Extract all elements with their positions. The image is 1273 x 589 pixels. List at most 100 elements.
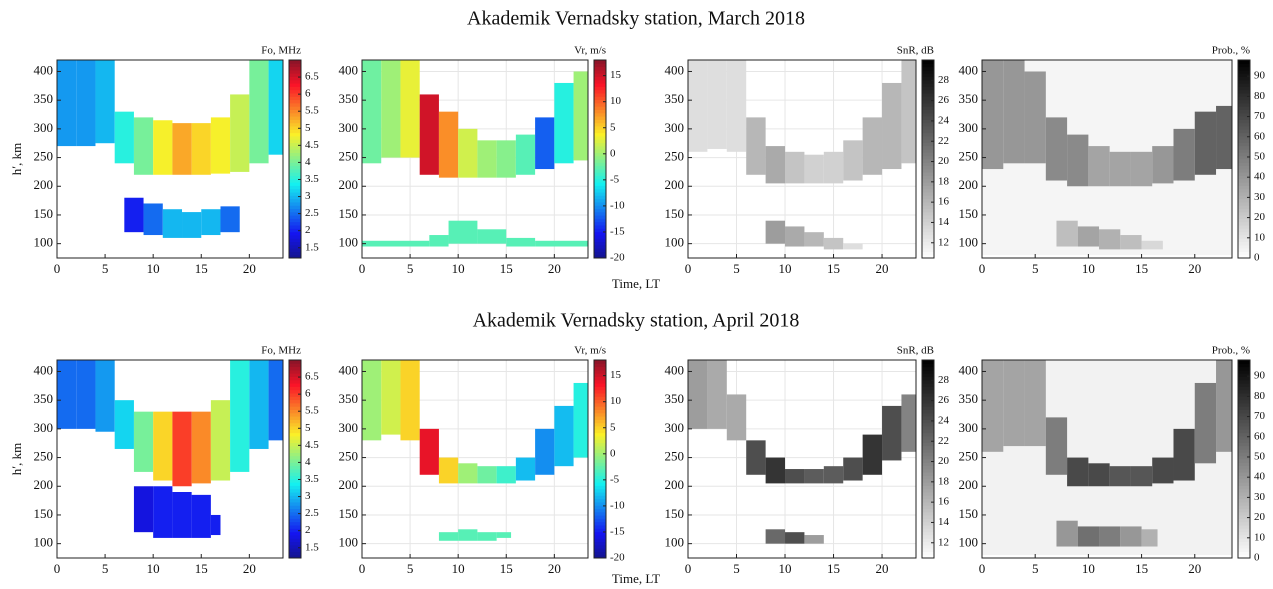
colorbar-swatch (922, 96, 934, 101)
colorbar-swatch (289, 126, 301, 130)
colorbar-swatch (922, 472, 934, 476)
colorbar-swatch (594, 218, 606, 223)
colorbar-swatch (922, 76, 934, 81)
plot-frame (687, 59, 917, 259)
colorbar-swatch (594, 442, 606, 447)
colorbar-swatch (289, 505, 301, 509)
colorbar-tick-label: 0 (610, 147, 616, 159)
colorbar-swatch (922, 132, 934, 137)
heatmap-cell (438, 532, 459, 541)
colorbar-label: Fo, MHz (261, 345, 301, 357)
y-tick-label: 100 (959, 235, 979, 250)
colorbar-swatch (289, 221, 301, 226)
colorbar-swatch (922, 396, 934, 401)
colorbar-tick-label: 22 (938, 135, 949, 147)
y-tick-label: 400 (34, 362, 54, 377)
colorbar-swatch (289, 416, 301, 420)
colorbar-swatch (594, 139, 606, 143)
colorbar-swatch (289, 495, 301, 500)
colorbar-frame (593, 359, 607, 559)
colorbar-tick-label: 20 (1254, 211, 1266, 223)
colorbar-swatch (594, 541, 606, 546)
colorbar-swatch (594, 145, 606, 150)
x-tick-label: 0 (979, 561, 986, 576)
colorbar-swatch (922, 215, 934, 219)
y-tick-label: 200 (34, 477, 54, 492)
colorbar-swatch (1238, 402, 1250, 407)
colorbar-swatch (289, 422, 301, 427)
colorbar-swatch (594, 498, 606, 503)
colorbar-swatch (922, 445, 934, 450)
colorbar-swatch (922, 548, 934, 552)
colorbar-swatch (289, 178, 301, 183)
colorbar-swatch (289, 432, 301, 437)
colorbar-tick-label: 70 (1254, 110, 1266, 122)
x-tick-label: 20 (548, 261, 561, 276)
colorbar-swatch (289, 511, 301, 516)
colorbar-swatch (594, 238, 606, 242)
heatmap-cell (57, 360, 77, 429)
colorbar-swatch (289, 129, 301, 134)
colorbar-swatch (1238, 521, 1250, 526)
colorbar-swatch (289, 501, 301, 506)
colorbar-swatch (922, 366, 934, 371)
colorbar-tick-label: 3.5 (305, 173, 319, 185)
colorbar-tick-label: 18 (938, 175, 950, 187)
colorbar-swatch (1238, 541, 1250, 546)
colorbar-swatch (289, 468, 301, 473)
colorbar-label: Prob., % (1212, 45, 1250, 57)
heatmap-cell (506, 237, 536, 247)
panel: 0 5 10 15 20 100 150 200 250 300 350 400 12 14 16 18 20 2… (665, 345, 950, 576)
colorbar-tick-label: 4 (305, 156, 311, 168)
colorbar-swatch (1238, 149, 1250, 153)
colorbar-swatch (289, 482, 301, 486)
plot-frame (56, 59, 284, 259)
colorbar-swatch (289, 152, 301, 157)
colorbar-swatch (289, 149, 301, 153)
heatmap-cell (804, 535, 824, 544)
heatmap-cell (785, 469, 805, 484)
colorbar-swatch (922, 83, 934, 87)
colorbar-tick-label: 0 (610, 447, 616, 459)
colorbar-swatch (1238, 396, 1250, 401)
heatmap-cell (1216, 360, 1232, 452)
colorbar-swatch (1238, 379, 1250, 384)
colorbar-swatch (289, 455, 301, 460)
colorbar-swatch (1238, 551, 1250, 556)
heatmap-cell (1003, 60, 1025, 164)
heatmap-cell (1003, 360, 1025, 447)
heatmap-cell (496, 466, 516, 484)
y-tick-label: 150 (959, 206, 979, 221)
x-tick-label: 20 (1188, 261, 1201, 276)
colorbar-swatch (1238, 419, 1250, 424)
colorbar-swatch (1238, 145, 1250, 150)
colorbar-swatch (289, 165, 301, 170)
colorbar-swatch (922, 409, 934, 414)
heatmap-cell (95, 360, 115, 432)
colorbar-swatch (289, 76, 301, 81)
heatmap-cell (458, 463, 478, 484)
colorbar-swatch (594, 129, 606, 134)
colorbar-swatch (289, 393, 301, 397)
colorbar-swatch (922, 534, 934, 539)
colorbar-swatch (922, 86, 934, 91)
y-tick-label: 250 (959, 149, 979, 164)
colorbar-swatch (1238, 386, 1250, 391)
plot-frame (361, 359, 589, 559)
colorbar-swatch (289, 518, 301, 523)
colorbar-swatch (922, 248, 934, 252)
colorbar-swatch (289, 175, 301, 180)
heatmap-cell (153, 486, 173, 538)
colorbar-swatch (289, 442, 301, 447)
x-tick-label: 10 (452, 561, 465, 576)
colorbar-swatch (289, 475, 301, 480)
colorbar-tick-label: 6 (305, 388, 311, 400)
x-tick-label: 5 (407, 561, 414, 576)
heatmap-cell (1173, 428, 1195, 481)
colorbar-swatch (1238, 518, 1250, 523)
colorbar-swatch (289, 435, 301, 440)
colorbar-swatch (922, 152, 934, 157)
heatmap-cell (982, 60, 1004, 170)
colorbar-swatch (1238, 251, 1250, 256)
